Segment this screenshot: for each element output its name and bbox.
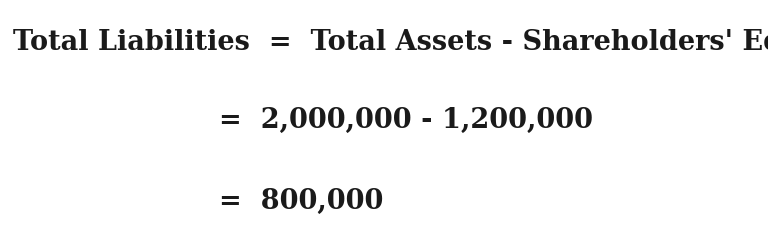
Text: =  800,000: = 800,000 — [219, 188, 383, 215]
Text: Total Liabilities  =  Total Assets - Shareholders' Equity: Total Liabilities = Total Assets - Share… — [13, 29, 768, 56]
Text: =  2,000,000 - 1,200,000: = 2,000,000 - 1,200,000 — [219, 107, 593, 134]
